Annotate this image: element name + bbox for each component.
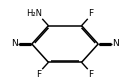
- Text: F: F: [37, 70, 42, 79]
- Text: H₂N: H₂N: [26, 9, 42, 18]
- Text: N: N: [11, 40, 18, 48]
- Text: N: N: [112, 40, 119, 48]
- Text: F: F: [88, 9, 93, 18]
- Text: F: F: [88, 70, 93, 79]
